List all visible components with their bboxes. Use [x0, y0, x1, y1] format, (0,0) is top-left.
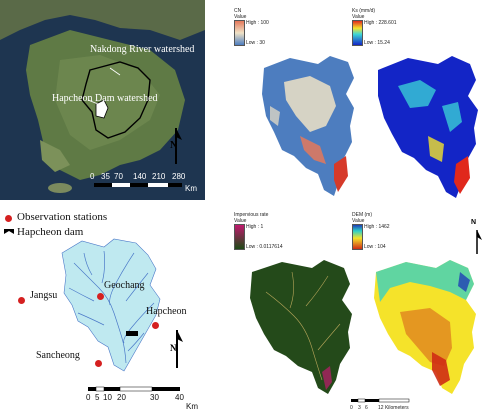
- scale-tick: 5: [95, 393, 100, 402]
- cn-value-label: Value: [234, 14, 247, 20]
- scale-tick: 3: [358, 405, 361, 411]
- north-label: N: [170, 140, 178, 151]
- hapcheon-dam-icon: [126, 331, 138, 336]
- dem-value-label: Value: [352, 218, 365, 224]
- cn-title: CN: [234, 8, 242, 14]
- dam-legend-icon: [4, 229, 14, 234]
- ks-high: High : 228.601: [364, 20, 397, 26]
- scale-unit: Km: [185, 184, 197, 193]
- ks-low: Low : 15.24: [364, 40, 390, 46]
- scale-tick: 10: [103, 393, 112, 402]
- impervious-raster: [250, 260, 352, 394]
- station-sancheong-label: Sancheong: [36, 350, 80, 361]
- legend-observation-stations: Observation stations: [17, 211, 108, 223]
- scale-unit: Km: [186, 402, 198, 411]
- cn-low: Low : 30: [246, 40, 265, 46]
- cn-color-ramp: [234, 20, 245, 46]
- impervious-color-ramp: [234, 224, 245, 250]
- north-arrow-icon: [476, 230, 482, 254]
- station-hapcheon-marker: [152, 322, 159, 329]
- cn-raster: [262, 56, 354, 196]
- impervious-title: Impervious rate: [234, 212, 269, 218]
- scale-tick: 30: [150, 393, 159, 402]
- nakdong-watershed-label: Nakdong River watershed: [90, 44, 195, 55]
- stations-map-panel: Observation stations Hapcheon dam Jangsu…: [0, 205, 205, 418]
- station-geochang-label: Geochang: [104, 280, 145, 291]
- dem-low: Low : 104: [364, 244, 386, 250]
- hapcheon-watershed-map: [61, 238, 161, 372]
- dem-title: DEM (m): [352, 212, 372, 218]
- scale-tick: 280: [172, 172, 186, 181]
- impervious-value-label: Value: [234, 218, 247, 224]
- scale-tick: 0: [90, 172, 95, 181]
- scale-bar: [351, 398, 410, 403]
- scale-bar: [88, 386, 180, 392]
- ks-color-ramp: [352, 20, 363, 46]
- dem-color-ramp: [352, 224, 363, 250]
- raster-maps-panel: CN Value High : 100 Low : 30 Ks (mm/d) V…: [218, 0, 491, 418]
- dem-raster: [374, 260, 476, 394]
- ks-value-label: Value: [352, 14, 365, 20]
- legend-hapcheon-dam: Hapcheon dam: [17, 226, 84, 238]
- scale-tick: 140: [133, 172, 147, 181]
- impervious-high: High : 1: [246, 224, 264, 230]
- scale-tick: 40: [175, 393, 184, 402]
- north-label: N: [471, 219, 477, 226]
- ks-title: Ks (mm/d): [352, 8, 376, 14]
- scale-tick: 12 Kilometers: [378, 405, 409, 411]
- north-arrow-icon: [175, 128, 182, 164]
- station-sancheong-marker: [95, 360, 102, 367]
- north-label: N: [170, 343, 177, 353]
- station-jangsu-label: Jangsu: [30, 290, 58, 301]
- scale-tick: 210: [152, 172, 166, 181]
- korea-satellite-map: [0, 0, 205, 200]
- north-arrow-icon: [176, 330, 183, 368]
- scale-tick: 70: [114, 172, 123, 181]
- ks-raster: [378, 56, 478, 198]
- station-jangsu-marker: [18, 297, 25, 304]
- scale-tick: 6: [365, 405, 368, 411]
- dem-high: High : 1462: [364, 224, 390, 230]
- impervious-low: Low : 0.0117614: [246, 244, 283, 250]
- scale-tick: 20: [117, 393, 126, 402]
- scale-tick: 35: [101, 172, 110, 181]
- station-hapcheon-label: Hapcheon: [146, 306, 187, 317]
- observation-station-legend-icon: [5, 215, 12, 222]
- scale-tick: 0: [86, 393, 91, 402]
- scale-tick: 0: [350, 405, 353, 411]
- satellite-map-panel: Nakdong River watershed Hapcheon Dam wat…: [0, 0, 205, 200]
- station-geochang-marker: [97, 293, 104, 300]
- cn-high: High : 100: [246, 20, 269, 26]
- hapcheon-watershed-label: Hapcheon Dam watershed: [52, 93, 158, 104]
